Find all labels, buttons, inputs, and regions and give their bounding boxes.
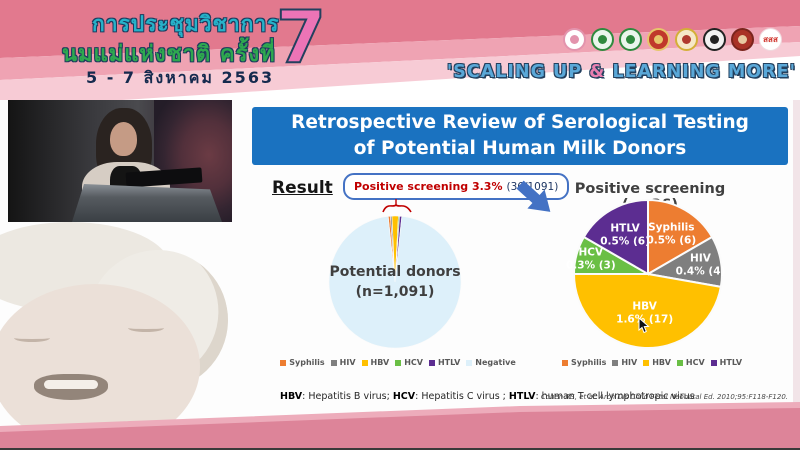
partner-logo-icon [731, 28, 754, 51]
donors-legend: Syphilis HIV HBV HCV HTLV Negative [274, 358, 522, 367]
legend-swatch [330, 359, 337, 366]
legend-item-syphilis: Syphilis [280, 358, 325, 367]
partner-logo-icon [591, 28, 614, 51]
baby-background-image [0, 222, 246, 432]
podium [72, 184, 222, 222]
footnote-abbr-hbv: HBV [280, 391, 303, 402]
bottom-edge-line [0, 448, 800, 450]
footer-pink-band [0, 402, 800, 448]
legend-swatch [428, 359, 435, 366]
footnote-abbr-htlv: HTLV [508, 391, 536, 402]
conference-title-line1: การประชุมวิชาการ [92, 12, 280, 36]
legend-label: HBV [652, 358, 671, 367]
slogan-close: LEARNING MORE' [605, 62, 796, 82]
legend-swatch [466, 359, 473, 366]
legend-label: Syphilis [289, 358, 325, 367]
legend-item-hbv: HBV [361, 358, 390, 367]
legend-item-syphilis: Syphilis [561, 358, 607, 367]
legend-swatch [676, 359, 683, 366]
slice-label-hbv: HBV 1.6% (17) [616, 300, 673, 325]
slide-title: Retrospective Review of Serological Test… [252, 107, 788, 165]
legend-label: HCV [685, 358, 705, 367]
legend-label: HBV [370, 358, 390, 367]
abbreviation-footnote: HBV: Hepatitis B virus; HCV: Hepatitis C… [280, 391, 695, 402]
slice-label-syphilis: Syphilis 0.5% (6) [646, 222, 696, 247]
partner-logo-icon [675, 28, 698, 51]
legend-swatch [643, 359, 650, 366]
legend-label: Negative [475, 358, 516, 367]
legend-label: HIV [339, 358, 356, 367]
conference-date: 5 - 7 สิงหาคม 2563 [86, 68, 275, 87]
positive-screening-pie-chart: Syphilis 0.5% (6) HIV 0.4% (4)HBV 1.6% (17) H… [566, 198, 726, 349]
legend-swatch [395, 359, 402, 366]
pie-slice-syphilis [647, 198, 714, 276]
pie-slice-hbv [572, 273, 723, 349]
legend-item-hcv: HCV [676, 358, 705, 367]
legend-swatch [612, 359, 619, 366]
legend-label: HIV [621, 358, 638, 367]
legend-swatch [710, 359, 717, 366]
reference-citation: Cohen RS, et al. Arch Dis Child Fetal Ne… [540, 393, 788, 401]
positive-legend: Syphilis HIV HBV HCV HTLV [560, 358, 744, 367]
legend-item-hcv: HCV [395, 358, 423, 367]
legend-item-hiv: HIV [330, 358, 356, 367]
legend-item-hiv: HIV [612, 358, 637, 367]
partner-logo-thaihealth-icon: สสส [759, 28, 782, 51]
right-edge-strip [793, 100, 800, 430]
pie-slice-negative [328, 216, 462, 349]
partner-logo-icon [619, 28, 642, 51]
presenter-video [8, 100, 232, 222]
legend-item-htlv: HTLV [710, 358, 743, 367]
conference-banner: การประชุมวิชาการ นมแม่แห่งชาติ ครั้งที่ … [0, 0, 800, 100]
legend-swatch [361, 359, 368, 366]
donors-pie-center-label: Potential donors (n=1,091) [315, 262, 475, 303]
callout-brace [382, 199, 412, 213]
partner-logo-icon [703, 28, 726, 51]
footnote-abbr-hcv: HCV [392, 391, 416, 402]
legend-label: Syphilis [570, 358, 607, 367]
legend-swatch [280, 359, 287, 366]
mouse-cursor-icon [638, 318, 650, 334]
edition-number: 7 [275, 0, 327, 79]
slice-label-hcv: HCV 0.3% (3) [566, 247, 616, 272]
slice-label-htlv: HTLV 0.5% (6) [600, 222, 650, 247]
legend-label: HTLV [437, 358, 461, 367]
partner-logo-icon [563, 28, 586, 51]
slice-label-hiv: HIV 0.4% (4) [676, 253, 726, 278]
center-label-line2: (n=1,091) [355, 284, 435, 301]
partner-logos: สสส [563, 28, 782, 51]
donors-pie-chart [328, 215, 462, 349]
pie-slice-htlv [582, 198, 649, 276]
center-label-line1: Potential donors [329, 264, 461, 280]
legend-label: HTLV [719, 358, 743, 367]
legend-item-negative: Negative [466, 358, 516, 367]
conference-title-line2: นมแม่แห่งชาติ ครั้งที่ [62, 42, 276, 67]
conference-slogan: 'SCALING UP & LEARNING MORE' [447, 62, 796, 82]
presenter-face [110, 122, 137, 156]
callout-highlight: Positive screening 3.3% [354, 180, 503, 193]
legend-swatch [561, 359, 568, 366]
legend-label: HCV [404, 358, 423, 367]
slogan-ampersand: & [589, 62, 606, 82]
legend-item-htlv: HTLV [428, 358, 461, 367]
transition-arrow-icon [516, 180, 551, 212]
baby-face [0, 284, 200, 432]
partner-logo-icon [647, 28, 670, 51]
slogan-open: 'SCALING UP [446, 62, 590, 82]
slide-panel: Retrospective Review of Serological Test… [246, 100, 794, 425]
positive-screening-callout: Positive screening 3.3% (36/1091) [343, 173, 570, 200]
legend-item-hbv: HBV [643, 358, 671, 367]
result-heading: Result [272, 178, 333, 198]
